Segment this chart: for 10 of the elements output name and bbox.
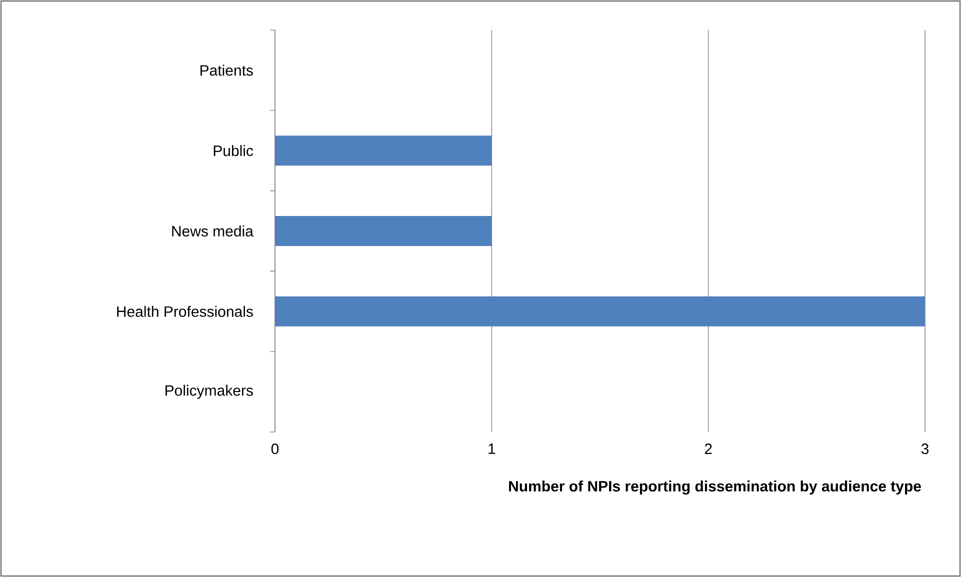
y-tick-label: Policymakers — [166, 384, 253, 399]
y-tick-label: News media — [172, 225, 254, 237]
x-tick-label: 0 — [271, 444, 279, 454]
y-tick-label: Health Professionals — [117, 306, 253, 317]
x-tick-label: 1 — [488, 444, 496, 454]
y-tick-label: Public — [214, 145, 254, 156]
x-axis-title: Number of NPIs reporting dissemination by audience type — [509, 480, 921, 495]
x-tick-label: 2 — [704, 444, 712, 454]
x-tick-label: 3 — [921, 444, 929, 454]
y-tick-label: Patients — [200, 64, 253, 76]
